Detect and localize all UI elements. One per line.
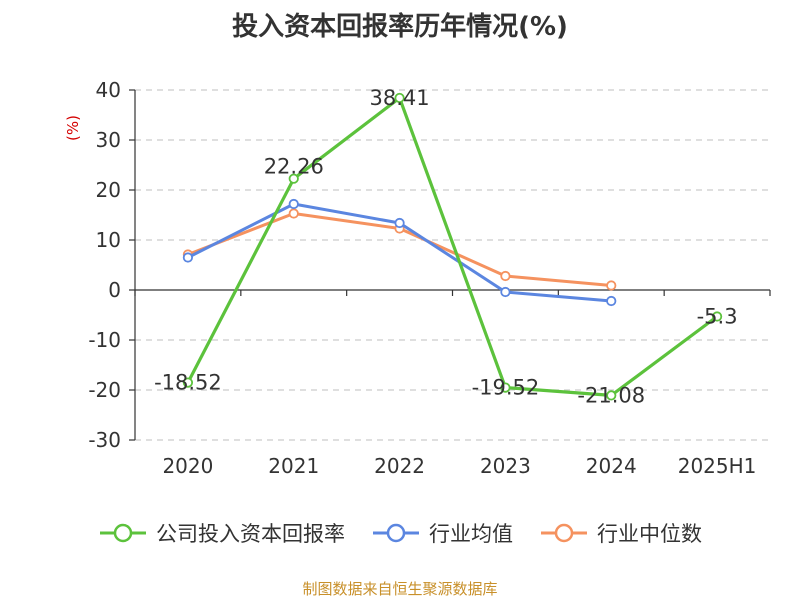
axis-layer: 40 30 20 10 0 -10 -20 -30 2020 2021 2022 2023 2024 20… xyxy=(64,78,771,478)
label-layer: -18.52 22.26 38.41 -19.52 -21.08 -5.3 xyxy=(154,86,738,407)
legend-swatch-median xyxy=(541,523,587,543)
x-tick-label: 2021 xyxy=(268,454,319,478)
x-tick-label: 2023 xyxy=(480,454,531,478)
y-tick-label: 20 xyxy=(96,178,121,202)
x-tick-label: 2022 xyxy=(374,454,425,478)
data-label: -5.3 xyxy=(697,305,738,329)
data-label: 22.26 xyxy=(264,155,324,179)
y-tick-label: 0 xyxy=(108,278,121,302)
data-point xyxy=(288,208,299,219)
grid-layer xyxy=(135,89,770,441)
legend-swatch-company xyxy=(100,523,146,543)
series-layer xyxy=(182,92,723,401)
data-point xyxy=(500,286,511,298)
legend-swatch-avg xyxy=(373,523,419,543)
legend: 公司投入资本回报率 行业均值 行业中位数 xyxy=(0,518,800,548)
y-tick-label: -20 xyxy=(88,378,121,402)
data-point xyxy=(288,198,299,210)
y-tick-label: -30 xyxy=(88,428,121,452)
data-point xyxy=(711,311,723,322)
y-tick-label: 30 xyxy=(96,128,121,152)
data-point xyxy=(394,92,405,104)
data-point xyxy=(182,377,194,388)
series-line-0 xyxy=(186,96,719,397)
data-point xyxy=(606,280,617,291)
data-point xyxy=(606,295,617,307)
x-tick-label: 2025H1 xyxy=(678,454,757,478)
data-label: 38.41 xyxy=(370,86,430,110)
data-label: -21.08 xyxy=(577,383,645,407)
data-point xyxy=(182,252,194,263)
y-tick-label: 40 xyxy=(96,78,121,102)
y-axis-unit-label: (%) xyxy=(64,115,82,141)
x-tick-label: 2020 xyxy=(162,454,213,478)
legend-label-avg: 行业均值 xyxy=(429,522,513,546)
data-point xyxy=(288,173,299,184)
data-point xyxy=(606,390,617,401)
legend-item-company[interactable]: 公司投入资本回报率 xyxy=(98,518,345,548)
chart-title: 投入资本回报率历年情况(%) xyxy=(232,12,568,42)
x-tick-label: 2024 xyxy=(586,454,637,478)
legend-label-company: 公司投入资本回报率 xyxy=(156,522,345,546)
data-label: -18.52 xyxy=(154,371,222,395)
legend-item-median[interactable]: 行业中位数 xyxy=(539,518,702,548)
legend-item-avg[interactable]: 行业均值 xyxy=(371,518,513,548)
data-point xyxy=(500,382,511,393)
y-tick-label: -10 xyxy=(88,328,121,352)
y-tick-label: 10 xyxy=(96,228,121,252)
data-label: -19.52 xyxy=(472,376,540,400)
data-point xyxy=(500,270,511,282)
legend-label-median: 行业中位数 xyxy=(597,522,702,546)
source-note: 制图数据来自恒生聚源数据库 xyxy=(302,580,498,598)
data-point xyxy=(394,217,405,229)
